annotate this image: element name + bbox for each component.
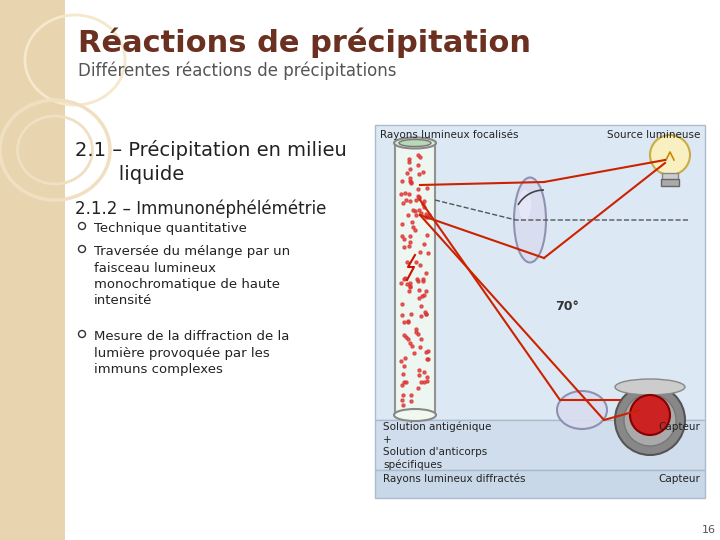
- Text: 2.1 – Précipitation en milieu
       liquide: 2.1 – Précipitation en milieu liquide: [75, 140, 347, 184]
- Text: Technique quantitative: Technique quantitative: [94, 222, 247, 235]
- FancyBboxPatch shape: [395, 142, 435, 416]
- Text: 16: 16: [702, 525, 716, 535]
- Text: 2.1.2 – Immunonéphélémétrie: 2.1.2 – Immunonéphélémétrie: [75, 200, 326, 219]
- Bar: [0, 0, 65, 540]
- Bar: [375, 470, 705, 498]
- Ellipse shape: [514, 178, 546, 262]
- Text: Solution antigénique
+
Solution d'anticorps
spécifiques: Solution antigénique + Solution d'antico…: [383, 422, 491, 470]
- Ellipse shape: [624, 394, 676, 446]
- Ellipse shape: [615, 385, 685, 455]
- Circle shape: [630, 395, 670, 435]
- Text: Source lumineuse: Source lumineuse: [607, 130, 700, 140]
- Ellipse shape: [394, 138, 436, 148]
- Ellipse shape: [557, 391, 607, 429]
- Ellipse shape: [399, 139, 431, 146]
- Circle shape: [650, 135, 690, 175]
- Text: Capteur: Capteur: [658, 422, 700, 432]
- Text: Rayons lumineux diffractés: Rayons lumineux diffractés: [383, 474, 526, 484]
- Bar: [375, 420, 705, 470]
- Text: Capteur: Capteur: [658, 474, 700, 484]
- Ellipse shape: [519, 190, 531, 220]
- Text: Réactions de précipitation: Réactions de précipitation: [78, 28, 531, 58]
- Text: 70°: 70°: [555, 300, 579, 313]
- Ellipse shape: [394, 409, 436, 421]
- Ellipse shape: [615, 379, 685, 395]
- Text: Rayons lumineux focalisés: Rayons lumineux focalisés: [380, 130, 518, 140]
- Bar: [662, 173, 678, 181]
- Text: Différentes réactions de précipitations: Différentes réactions de précipitations: [78, 62, 397, 80]
- Text: Traversée du mélange par un
faisceau lumineux
monochromatique de haute
intensité: Traversée du mélange par un faisceau lum…: [94, 245, 290, 307]
- Bar: [661, 179, 679, 186]
- Bar: [375, 125, 705, 420]
- Text: Mesure de la diffraction de la
lumière provoquée par les
immuns complexes: Mesure de la diffraction de la lumière p…: [94, 330, 289, 376]
